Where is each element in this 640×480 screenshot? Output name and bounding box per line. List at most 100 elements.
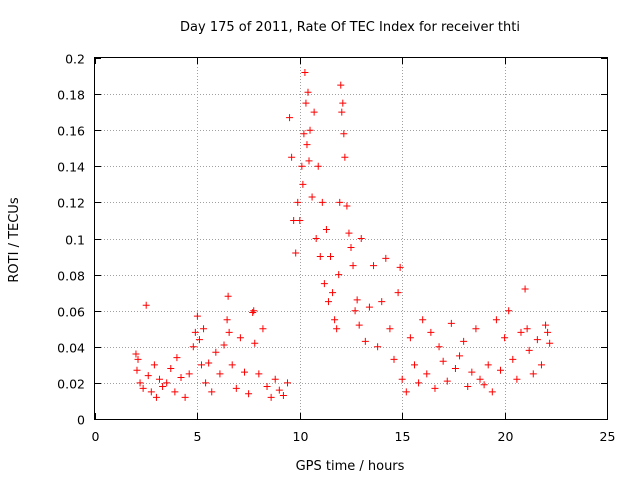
data-point <box>476 375 484 383</box>
data-point <box>305 157 313 165</box>
y-tick-label: 0.16 <box>57 124 85 139</box>
data-point <box>464 383 472 391</box>
data-point <box>521 285 529 293</box>
data-point <box>382 254 390 262</box>
plot-frame <box>94 57 608 420</box>
data-point <box>263 383 271 391</box>
data-point <box>349 262 357 270</box>
y-tick-label: 0.12 <box>57 196 85 211</box>
data-point <box>259 325 267 333</box>
data-point <box>312 235 320 242</box>
data-point <box>529 370 537 378</box>
y-tick-label: 0.06 <box>57 305 85 320</box>
data-point <box>275 386 283 394</box>
data-point <box>220 341 228 349</box>
data-point <box>159 383 167 391</box>
data-point <box>338 108 346 116</box>
data-point <box>378 298 386 306</box>
data-point <box>439 357 447 365</box>
data-point <box>224 292 232 300</box>
grid-lines <box>95 58 607 419</box>
x-tick-label: 5 <box>194 429 202 444</box>
data-point <box>195 336 203 344</box>
data-point <box>251 339 259 347</box>
data-point <box>173 354 181 362</box>
data-point <box>171 388 179 396</box>
data-point <box>245 390 253 398</box>
data-point <box>324 298 332 306</box>
y-tick-label: 0.18 <box>57 88 85 103</box>
data-point <box>316 253 324 261</box>
data-point <box>300 130 308 138</box>
data-point <box>427 328 435 336</box>
data-point <box>212 348 220 356</box>
data-point <box>288 153 296 161</box>
data-point <box>134 355 142 363</box>
data-point <box>480 381 488 389</box>
data-point <box>468 368 476 376</box>
data-point <box>396 263 404 271</box>
data-point <box>223 316 231 324</box>
data-point <box>415 379 423 387</box>
data-point <box>197 361 205 369</box>
data-point <box>517 328 525 336</box>
data-point <box>241 368 249 376</box>
data-point <box>181 393 189 401</box>
data-point <box>357 235 365 242</box>
data-point <box>322 225 330 233</box>
data-point <box>298 162 306 170</box>
data-point <box>347 244 355 252</box>
data-point <box>472 325 480 333</box>
data-point <box>308 193 316 201</box>
y-tick-label: 0.14 <box>57 160 85 175</box>
data-point <box>200 325 208 333</box>
data-point <box>443 377 451 385</box>
data-point <box>314 162 322 170</box>
y-tick-label: 0.1 <box>65 233 85 248</box>
data-point <box>335 271 343 279</box>
data-point <box>142 301 150 309</box>
data-point <box>147 388 155 396</box>
data-point <box>225 328 233 336</box>
data-point <box>355 321 363 329</box>
y-tick-label: 0 <box>77 413 85 428</box>
axis-ticks: 0 0.02 0.04 0.06 0.08 0.1 0.12 0.14 0.16 0.18 0.2 0… <box>57 52 615 445</box>
data-point <box>284 379 292 387</box>
data-point <box>339 99 347 107</box>
data-point <box>353 296 361 304</box>
data-point <box>419 316 427 324</box>
data-point <box>193 312 201 320</box>
x-tick-label: 0 <box>92 429 100 444</box>
x-tick-label: 20 <box>498 429 514 444</box>
x-tick-label: 25 <box>600 429 616 444</box>
data-point <box>290 216 298 224</box>
data-point <box>451 364 459 372</box>
data-point <box>402 388 410 396</box>
data-point <box>533 336 541 344</box>
data-point <box>255 370 263 378</box>
data-point <box>318 198 326 206</box>
data-point <box>345 229 353 237</box>
data-point <box>546 339 554 347</box>
data-point <box>365 303 373 311</box>
data-point <box>216 370 224 378</box>
data-point <box>394 289 402 297</box>
y-tick-label: 0.04 <box>57 341 85 356</box>
data-point <box>343 202 351 210</box>
data-point <box>144 372 152 380</box>
data-point <box>488 388 496 396</box>
data-point <box>228 361 236 369</box>
data-point <box>497 366 505 374</box>
data-point <box>542 321 550 329</box>
data-point <box>177 373 185 381</box>
data-point <box>525 346 533 354</box>
data-point <box>310 108 318 116</box>
x-tick-label: 10 <box>293 429 309 444</box>
data-point <box>236 334 244 342</box>
data-point <box>304 88 312 96</box>
x-tick-label: 15 <box>395 429 411 444</box>
data-point <box>537 361 545 369</box>
data-point <box>513 375 521 383</box>
data-point <box>501 334 509 342</box>
